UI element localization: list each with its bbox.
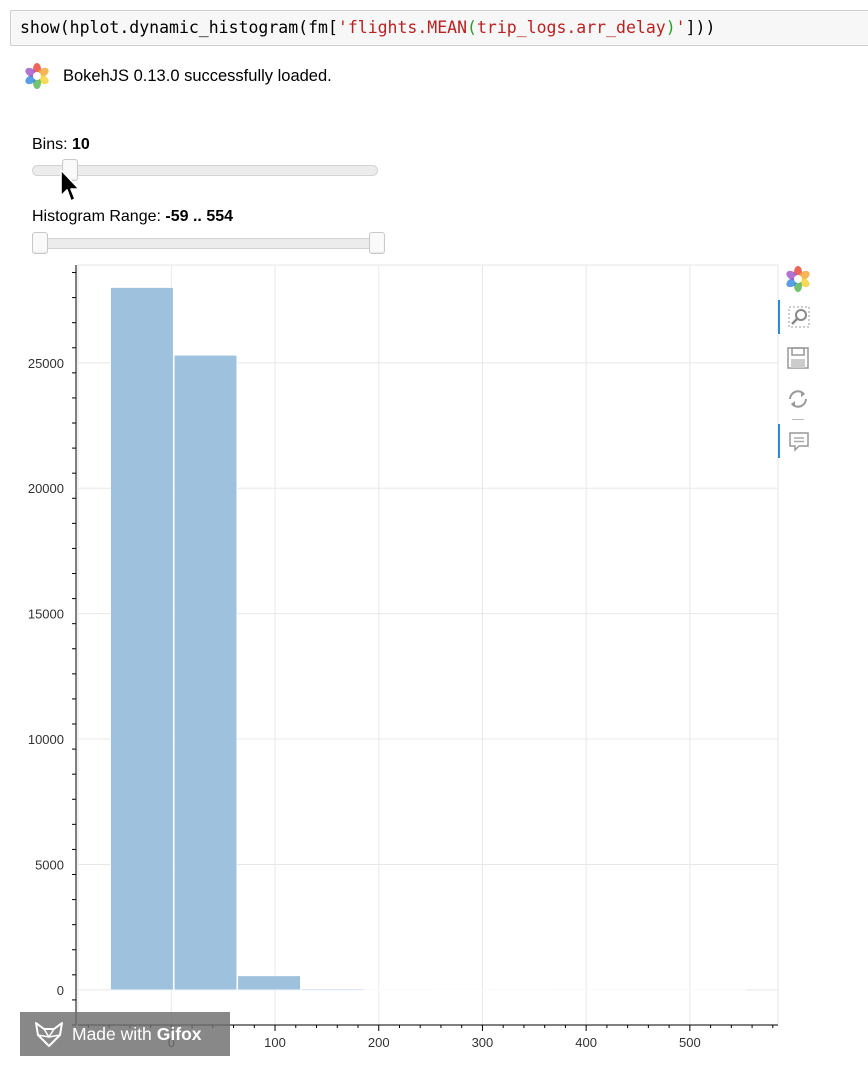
hover-icon bbox=[789, 432, 809, 452]
box-zoom-icon bbox=[788, 306, 810, 328]
histogram-bar bbox=[237, 975, 301, 991]
reset-icon bbox=[789, 390, 807, 408]
code-token: ' bbox=[675, 18, 686, 37]
histogram-bar bbox=[110, 287, 174, 991]
plot-toolbar bbox=[778, 262, 818, 472]
histogram-bar bbox=[364, 989, 428, 991]
code-token: 'flights.MEAN bbox=[337, 18, 468, 37]
x-tick-label: 200 bbox=[368, 1035, 390, 1050]
watermark-brand: Gifox bbox=[156, 1023, 202, 1044]
histogram-bars bbox=[110, 287, 746, 991]
gifox-watermark: Made with Gifox bbox=[20, 1012, 230, 1056]
histogram-bar bbox=[173, 354, 238, 991]
toolbar-logo[interactable] bbox=[778, 262, 818, 296]
range-slider-end-handle[interactable] bbox=[369, 232, 385, 254]
histogram-bar bbox=[301, 988, 365, 991]
x-tick-label: 500 bbox=[679, 1035, 701, 1050]
y-tick-label: 10000 bbox=[28, 732, 64, 747]
code-token: ) bbox=[665, 18, 676, 37]
bins-value: 10 bbox=[72, 136, 90, 153]
plot-axes: 0500010000150002000025000010020030040050… bbox=[28, 265, 778, 1050]
watermark-prefix: Made with bbox=[72, 1023, 152, 1044]
x-tick-label: 400 bbox=[575, 1035, 597, 1050]
code-token: ( bbox=[467, 18, 477, 37]
histogram-bar bbox=[555, 989, 619, 991]
range-value: -59 .. 554 bbox=[165, 208, 234, 225]
mouse-cursor-icon bbox=[60, 169, 80, 202]
y-tick-label: 15000 bbox=[28, 607, 64, 622]
histogram-plot[interactable]: 0500010000150002000025000010020030040050… bbox=[0, 255, 780, 1055]
box-zoom-tool[interactable] bbox=[778, 300, 818, 334]
bins-label-text: Bins: bbox=[32, 136, 68, 153]
range-slider-track[interactable] bbox=[32, 238, 385, 249]
y-tick-label: 25000 bbox=[28, 356, 64, 371]
x-tick-label: 100 bbox=[264, 1035, 286, 1050]
reset-tool[interactable] bbox=[778, 382, 818, 416]
bins-slider-track[interactable] bbox=[32, 165, 378, 176]
histogram-bar bbox=[618, 989, 683, 991]
range-slider-start-handle[interactable] bbox=[32, 232, 48, 254]
y-tick-label: 20000 bbox=[28, 481, 64, 496]
hover-tool[interactable] bbox=[778, 424, 818, 458]
bokeh-logo-icon bbox=[786, 266, 810, 292]
bokeh-loaded-output: BokehJS 0.13.0 successfully loaded. bbox=[24, 62, 332, 90]
bins-label: Bins: 10 bbox=[32, 136, 90, 154]
save-icon bbox=[787, 347, 809, 369]
code-token: trip_logs.arr_delay bbox=[476, 18, 666, 37]
histogram-bar bbox=[682, 989, 746, 991]
range-label: Histogram Range: -59 .. 554 bbox=[32, 208, 233, 226]
fox-icon bbox=[35, 1022, 63, 1047]
histogram-bar bbox=[428, 989, 492, 991]
code-cell-input[interactable]: show(hplot.dynamic_histogram(fm['flights… bbox=[10, 10, 868, 46]
code-token: ])) bbox=[685, 18, 716, 37]
y-tick-label: 0 bbox=[57, 983, 64, 998]
code-token: show(hplot.dynamic_histogram(fm[ bbox=[20, 18, 338, 37]
bokeh-logo-icon bbox=[25, 63, 49, 89]
y-tick-label: 5000 bbox=[35, 857, 64, 872]
x-tick-label: 300 bbox=[472, 1035, 494, 1050]
save-tool[interactable] bbox=[778, 341, 818, 375]
histogram-bar bbox=[491, 989, 555, 991]
loaded-message: BokehJS 0.13.0 successfully loaded. bbox=[63, 66, 332, 85]
range-label-text: Histogram Range: bbox=[32, 208, 161, 225]
toolbar-separator bbox=[792, 419, 804, 420]
